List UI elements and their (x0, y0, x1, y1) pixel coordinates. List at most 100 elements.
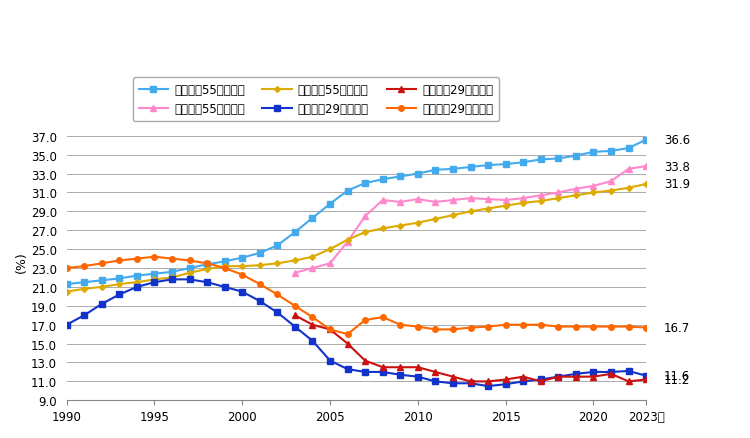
運輸業（55歳以上） (501, 198, 510, 203)
運輸業（29歳以下） (536, 379, 545, 384)
Line: 運輸業（29歳以下）: 運輸業（29歳以下） (292, 312, 650, 385)
全産業（29歳以下） (308, 315, 317, 320)
運輸業（29歳以下） (326, 327, 334, 332)
全産業（55歳以上） (202, 267, 211, 272)
建設業（55歳以上） (413, 172, 422, 177)
建設業（29歳以下） (519, 379, 528, 384)
全産業（29歳以下） (80, 264, 88, 269)
建設業（29歳以下） (115, 292, 124, 297)
運輸業（55歳以上） (343, 240, 352, 245)
全産業（55歳以上） (238, 264, 247, 269)
運輸業（55歳以上） (326, 261, 334, 266)
運輸業（29歳以下） (589, 374, 598, 379)
Text: 11.6: 11.6 (664, 369, 690, 382)
運輸業（55歳以上） (589, 184, 598, 189)
全産業（29歳以下） (554, 324, 562, 329)
全産業（29歳以下） (466, 325, 475, 330)
建設業（55歳以上） (431, 168, 440, 173)
Line: 建設業（55歳以上）: 建設業（55歳以上） (64, 138, 649, 287)
建設業（55歳以上） (220, 259, 230, 265)
運輸業（55歳以上） (396, 200, 405, 205)
全産業（29歳以下） (536, 322, 545, 328)
運輸業（29歳以下） (413, 365, 422, 370)
建設業（29歳以下） (62, 322, 71, 328)
全産業（29歳以下） (361, 318, 370, 323)
運輸業（55歳以上） (554, 191, 562, 196)
全産業（55歳以上） (519, 201, 528, 206)
全産業（55歳以上） (572, 193, 580, 198)
全産業（55歳以上） (413, 221, 422, 226)
建設業（55歳以上） (554, 156, 562, 162)
全産業（55歳以上） (554, 196, 562, 201)
Text: 33.8: 33.8 (664, 160, 689, 173)
建設業（29歳以下） (448, 381, 458, 386)
全産業（29歳以下） (220, 266, 230, 271)
建設業（29歳以下） (431, 379, 440, 384)
建設業（29歳以下） (396, 372, 405, 378)
全産業（55歳以上） (501, 204, 510, 209)
建設業（55歳以上） (536, 157, 545, 162)
運輸業（29歳以下） (378, 365, 387, 370)
全産業（55歳以上） (396, 223, 405, 229)
全産業（29歳以下） (150, 254, 159, 260)
運輸業（29歳以下） (519, 374, 528, 379)
全産業（29歳以下） (624, 324, 633, 329)
運輸業（29歳以下） (308, 322, 317, 328)
建設業（29歳以下） (132, 285, 141, 290)
全産業（29歳以下） (273, 292, 282, 297)
建設業（55歳以上） (343, 188, 352, 194)
建設業（55歳以上） (98, 278, 106, 283)
全産業（29歳以下） (519, 322, 528, 328)
運輸業（55歳以上） (572, 187, 580, 192)
全産業（29歳以下） (396, 322, 405, 328)
建設業（29歳以下） (642, 373, 651, 378)
建設業（29歳以下） (589, 370, 598, 375)
全産業（55歳以上） (220, 264, 230, 269)
全産業（55歳以上） (466, 209, 475, 215)
建設業（29歳以下） (202, 280, 211, 285)
全産業（29歳以下） (413, 324, 422, 329)
建設業（55歳以上） (501, 162, 510, 167)
建設業（29歳以下） (484, 384, 493, 389)
全産業（29歳以下） (572, 324, 580, 329)
全産業（55歳以上） (167, 275, 176, 280)
全産業（55歳以上） (132, 280, 141, 285)
全産業（55歳以上） (98, 285, 106, 290)
建設業（29歳以下） (343, 367, 352, 372)
運輸業（29歳以下） (572, 374, 580, 379)
建設業（29歳以下） (185, 277, 194, 283)
全産業（55歳以上） (642, 182, 651, 187)
全産業（29歳以下） (431, 327, 440, 332)
建設業（29歳以下） (255, 299, 264, 304)
Legend: 建設業（55歳以上）, 運輸業（55歳以上）, 全産業（55歳以上）, 建設業（29歳以下）, 運輸業（29歳以下）, 全産業（29歳以下）: 建設業（55歳以上）, 運輸業（55歳以上）, 全産業（55歳以上）, 建設業（… (133, 78, 499, 122)
建設業（55歳以上） (396, 174, 405, 180)
建設業（29歳以下） (290, 324, 299, 329)
運輸業（55歳以上） (642, 164, 651, 169)
全産業（29歳以下） (185, 258, 194, 264)
建設業（55歳以上） (167, 269, 176, 275)
運輸業（29歳以下） (431, 370, 440, 375)
運輸業（29歳以下） (290, 313, 299, 318)
建設業（29歳以下） (378, 370, 387, 375)
建設業（55歳以上） (572, 154, 580, 159)
全産業（55歳以上） (378, 226, 387, 231)
全産業（55歳以上） (431, 217, 440, 222)
運輸業（29歳以下） (501, 377, 510, 382)
Y-axis label: (%): (%) (15, 251, 28, 272)
運輸業（55歳以上） (413, 197, 422, 202)
建設業（55歳以上） (255, 251, 264, 256)
運輸業（29歳以下） (448, 374, 458, 379)
建設業（29歳以下） (554, 374, 562, 379)
建設業（29歳以下） (361, 370, 370, 375)
全産業（55歳以上） (185, 271, 194, 276)
全産業（29歳以下） (115, 258, 124, 264)
建設業（55歳以上） (642, 138, 651, 143)
Line: 全産業（55歳以上）: 全産業（55歳以上） (64, 183, 648, 294)
建設業（29歳以下） (273, 310, 282, 315)
建設業（55歳以上） (484, 163, 493, 168)
建設業（55歳以上） (273, 243, 282, 248)
全産業（29歳以下） (484, 324, 493, 329)
全産業（55歳以上） (308, 254, 317, 260)
全産業（29歳以下） (326, 327, 334, 332)
建設業（55歳以上） (62, 282, 71, 287)
